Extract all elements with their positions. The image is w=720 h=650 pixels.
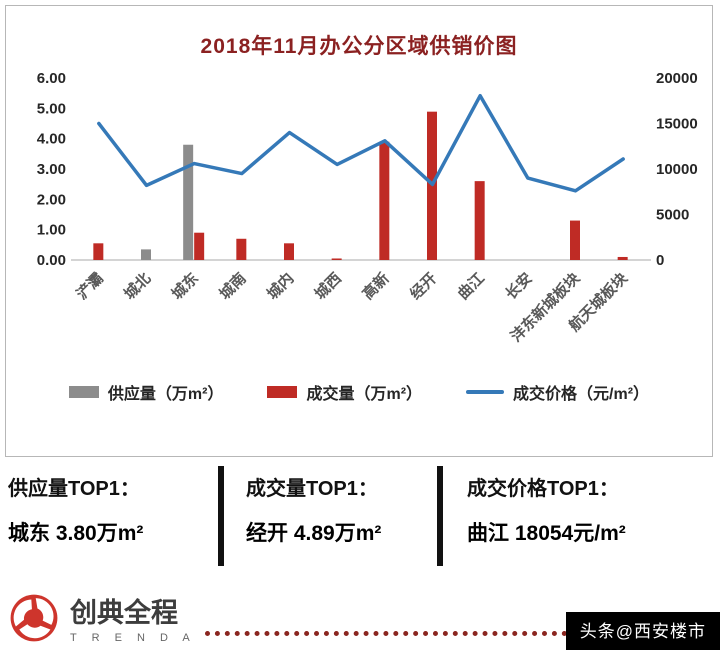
top1-stats-row: 供应量TOP1： 城东 3.80万m² 成交量TOP1： 经开 4.89万m² … [0,466,720,566]
svg-text:0.00: 0.00 [37,252,66,269]
svg-text:城东: 城东 [168,269,202,303]
svg-text:城内: 城内 [263,269,297,303]
stat-price-value: 曲江 18054元/m² [467,522,626,545]
chart-title: 2018年11月办公分区域供销价图 [200,35,518,58]
svg-text:浐灞: 浐灞 [73,269,107,303]
svg-text:曲江: 曲江 [454,269,488,303]
brand-text: 创典全程 T R E N D A [70,591,196,644]
legend-label-supply: 供应量（万m²） [107,386,224,403]
svg-text:10000: 10000 [656,161,698,178]
stat-price-label: 成交价格TOP1： [467,478,619,500]
price-legend-swatch [466,390,505,394]
chart-card: 2018年11月办公分区域供销价图 0.00 1.00 2.00 3.00 4.00 5.… [5,5,713,457]
stat-supply-top1: 供应量TOP1： 城东 3.80万m² [0,466,218,566]
stat-volume-label: 成交量TOP1： [246,478,378,500]
stat-supply-label: 供应量TOP1： [8,478,140,500]
chart-legend: 供应量（万m²） 成交量（万m²） 成交价格（元/m²） [6,380,712,404]
svg-text:2.00: 2.00 [37,191,66,208]
svg-text:城西: 城西 [311,269,345,303]
brand-name-en: T R E N D A [70,632,196,644]
brand-block: 创典全程 T R E N D A [8,591,196,644]
svg-text:5000: 5000 [656,207,689,224]
svg-text:3.00: 3.00 [37,161,66,178]
svg-text:6.00: 6.00 [37,70,66,87]
svg-text:城北: 城北 [120,269,154,303]
svg-text:20000: 20000 [656,70,698,87]
svg-text:长安: 长安 [502,269,536,303]
watermark-badge: 头条@西安楼市 [565,612,720,650]
trenda-logo-icon [10,594,58,641]
stat-volume-top1: 成交量TOP1： 经开 4.89万m² [218,466,437,566]
legend-item-supply: 供应量（万m²） [68,380,224,404]
legend-label-volume: 成交量（万m²） [306,386,423,403]
svg-text:15000: 15000 [656,116,698,133]
svg-text:1.00: 1.00 [37,222,66,239]
legend-item-volume: 成交量（万m²） [267,380,422,404]
legend-label-price: 成交价格（元/m²） [513,386,650,403]
svg-text:城南: 城南 [216,269,250,303]
stat-supply-value: 城东 3.80万m² [8,522,144,545]
combo-bar-line-chart: 0.00 1.00 2.00 3.00 4.00 5.00 6.00 0 5000 10000 15… [37,70,698,345]
stat-price-top1: 成交价格TOP1： 曲江 18054元/m² [437,466,720,566]
stat-volume-value: 经开 4.89万m² [246,522,382,545]
svg-text:经开: 经开 [406,269,440,303]
brand-name-zh: 创典全程 [70,598,178,628]
svg-text:5.00: 5.00 [37,100,66,117]
supply-legend-swatch [68,386,99,398]
volume-legend-swatch [267,386,298,398]
svg-text:高新: 高新 [359,269,393,303]
svg-text:4.00: 4.00 [37,131,66,148]
dotted-divider [205,631,716,636]
svg-text:0: 0 [656,252,664,269]
legend-item-price: 成交价格（元/m²） [466,380,649,404]
footer: 创典全程 T R E N D A 头条@西安楼市 [0,588,720,650]
